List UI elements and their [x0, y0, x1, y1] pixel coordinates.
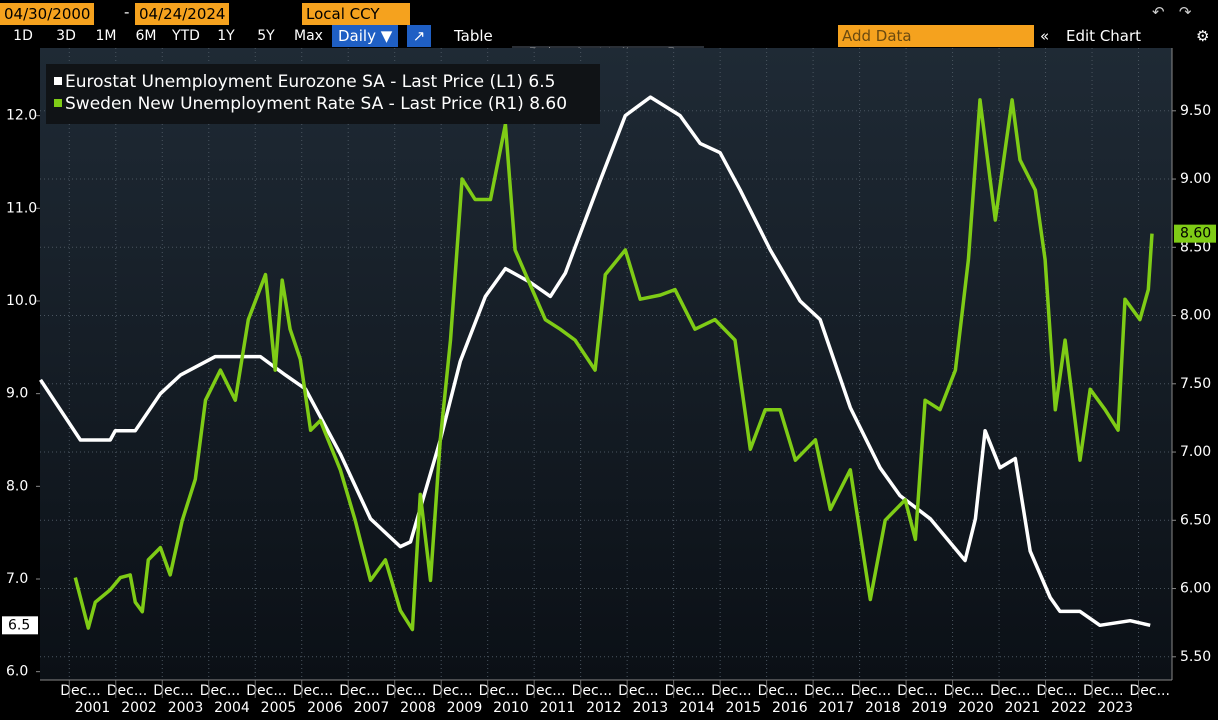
- range-button[interactable]: YTD: [172, 28, 200, 44]
- frequency[interactable]: Daily ▼: [332, 25, 399, 47]
- y2-tick-label: 6.00: [1180, 581, 1211, 597]
- y-tick-label: 10.0: [6, 293, 37, 309]
- last-value-label: 8.60: [1180, 226, 1211, 242]
- x-tick-label: Dec...: [525, 683, 565, 699]
- y2-tick-label: 9.50: [1180, 103, 1211, 119]
- year-label: 2016: [772, 700, 808, 716]
- legend-box: [46, 64, 600, 124]
- year-label: 2022: [1051, 700, 1087, 716]
- x-tick-label: Dec...: [479, 683, 519, 699]
- y2-tick-label: 8.50: [1180, 239, 1211, 255]
- range-button[interactable]: 1Y: [217, 28, 235, 44]
- year-label: 2001: [75, 700, 111, 716]
- year-label: 2014: [679, 700, 715, 716]
- last-value-badge: [1174, 224, 1216, 243]
- x-tick-label: Dec...: [572, 683, 612, 699]
- y-tick-label: 8.0: [6, 478, 28, 494]
- series-line: [39, 95, 1151, 628]
- x-tick-label: Dec...: [804, 683, 844, 699]
- range-button[interactable]: 3D: [56, 28, 76, 44]
- legend: Eurostat Unemployment Eurozone SA - Last…: [46, 64, 600, 124]
- plot-area: [40, 48, 1172, 680]
- year-label: 2002: [121, 700, 157, 716]
- x-tick-label: Dec...: [758, 683, 798, 699]
- x-tick-label: Dec...: [60, 683, 100, 699]
- legend-label: Eurostat Unemployment Eurozone SA - Last…: [65, 72, 555, 92]
- x-tick-label: Dec...: [618, 683, 658, 699]
- edit-chart[interactable]: Edit Chart: [1066, 27, 1142, 45]
- year-label: 2006: [307, 700, 343, 716]
- range-button[interactable]: Max: [294, 28, 323, 44]
- range-button[interactable]: 5Y: [257, 28, 275, 44]
- end-date[interactable]: 04/24/2024: [135, 3, 230, 25]
- x-tick-label: Dec...: [1130, 683, 1170, 699]
- year-label: 2023: [1097, 700, 1133, 716]
- year-label: 2018: [865, 700, 901, 716]
- year-label: 2019: [912, 700, 948, 716]
- range-button[interactable]: 6M: [135, 28, 157, 44]
- year-label: 2003: [168, 700, 204, 716]
- y-tick-label: 7.0: [6, 571, 28, 587]
- year-label: 2007: [354, 700, 390, 716]
- x-tick-label: Dec...: [665, 683, 705, 699]
- x-tick-label: Dec...: [944, 683, 984, 699]
- range-button[interactable]: 1M: [95, 28, 117, 44]
- legend-swatch: [54, 77, 62, 85]
- chart: 6.0 7.0 8.0 9.0 10.0 11.0 12.0 5.50 6.00 6.50 7.00…: [2, 48, 1216, 716]
- y2-tick-label: 5.50: [1180, 649, 1211, 665]
- year-label: 2013: [633, 700, 669, 716]
- x-tick-label: Dec...: [711, 683, 751, 699]
- y-tick-label: 11.0: [6, 200, 37, 216]
- x-tick-label: Dec...: [153, 683, 193, 699]
- x-tick-label: Dec...: [1037, 683, 1077, 699]
- x-tick-label: Dec...: [432, 683, 472, 699]
- chart-icon[interactable]: ↗: [407, 25, 431, 47]
- add-data[interactable]: Add Data: [838, 25, 1034, 47]
- y-tick-label: 9.0: [6, 386, 28, 402]
- year-label: 2008: [400, 700, 436, 716]
- y2-tick-label: 7.50: [1180, 376, 1211, 392]
- y2-tick-label: 8.00: [1180, 308, 1211, 324]
- collapse[interactable]: «: [1040, 27, 1050, 45]
- x-tick-label: Dec...: [246, 683, 286, 699]
- legend-swatch: [54, 99, 62, 107]
- x-tick-label: Dec...: [386, 683, 426, 699]
- y2-tick-label: 7.00: [1180, 444, 1211, 460]
- x-tick-label: Dec...: [897, 683, 937, 699]
- x-tick-label: Dec...: [200, 683, 240, 699]
- range-button[interactable]: 1D: [13, 28, 33, 44]
- currency[interactable]: Local CCY: [302, 3, 410, 25]
- start-date[interactable]: 04/30/2000: [0, 3, 95, 25]
- y-tick-label: 6.0: [6, 664, 28, 680]
- x-tick-label: Dec...: [990, 683, 1030, 699]
- year-label: 2012: [586, 700, 622, 716]
- settings[interactable]: ⚙: [1196, 27, 1210, 45]
- legend-label: Sweden New Unemployment Rate SA - Last P…: [65, 94, 567, 114]
- y2-tick-label: 6.50: [1180, 512, 1211, 528]
- table-button[interactable]: Table: [454, 27, 493, 45]
- y2-tick-label: 9.00: [1180, 171, 1211, 187]
- year-label: 2017: [819, 700, 855, 716]
- x-tick-label: Dec...: [339, 683, 379, 699]
- year-label: 2011: [540, 700, 576, 716]
- year-label: 2004: [214, 700, 250, 716]
- undo[interactable]: ↶ ↷: [1152, 3, 1192, 21]
- y-tick-label: 12.0: [6, 108, 37, 124]
- x-tick-label: Dec...: [1083, 683, 1123, 699]
- year-label: 2005: [261, 700, 297, 716]
- year-label: 2021: [1004, 700, 1040, 716]
- year-label: 2009: [447, 700, 483, 716]
- year-label: 2010: [493, 700, 529, 716]
- year-label: 2020: [958, 700, 994, 716]
- last-value-badge: [2, 616, 38, 635]
- year-label: 2015: [726, 700, 762, 716]
- x-tick-label: Dec...: [107, 683, 147, 699]
- last-value-label: 6.5: [8, 617, 30, 633]
- x-tick-label: Dec...: [851, 683, 891, 699]
- date-dash: -: [124, 3, 130, 21]
- range-bar: 1D 3D 1M 6M YTD 1Y 5Y Max: [0, 25, 331, 47]
- series-line: [73, 98, 1154, 632]
- x-tick-label: Dec...: [293, 683, 333, 699]
